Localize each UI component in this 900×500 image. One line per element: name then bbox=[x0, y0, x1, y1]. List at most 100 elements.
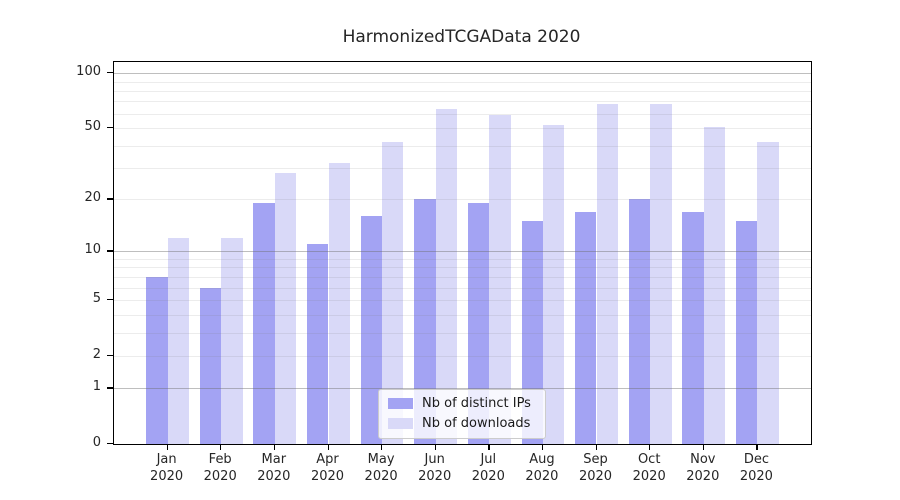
x-tick-label: Feb 2020 bbox=[192, 452, 248, 485]
bar-nb-of-distinct-ips bbox=[199, 287, 222, 444]
gridline-minor bbox=[114, 168, 811, 169]
x-tick-month: Aug bbox=[529, 452, 555, 467]
y-tick-mark bbox=[107, 250, 113, 252]
x-tick-month: Feb bbox=[208, 452, 232, 467]
y-tick-mark bbox=[107, 72, 113, 74]
x-tick-year: 2020 bbox=[578, 468, 613, 484]
x-tick-label: Jul 2020 bbox=[460, 452, 516, 485]
x-tick-label: Apr 2020 bbox=[300, 452, 356, 485]
y-tick-mark bbox=[107, 354, 113, 356]
x-tick-mark bbox=[220, 444, 222, 450]
x-tick-year: 2020 bbox=[203, 468, 237, 484]
bar-nb-of-downloads bbox=[435, 108, 458, 444]
gridline-minor bbox=[114, 276, 811, 278]
y-tick-mark bbox=[107, 299, 113, 301]
legend-swatch-distinct-ips-icon bbox=[388, 398, 413, 409]
x-tick-mark bbox=[434, 444, 436, 450]
bar-nb-of-distinct-ips bbox=[467, 203, 490, 444]
x-tick-month: Jun bbox=[424, 452, 445, 467]
x-tick-year: 2020 bbox=[310, 468, 345, 484]
bar-nb-of-distinct-ips bbox=[414, 199, 436, 444]
bar-nb-of-distinct-ips bbox=[146, 276, 168, 444]
bar-nb-of-downloads bbox=[542, 124, 565, 444]
legend-item: Nb of downloads bbox=[388, 416, 535, 431]
gridline-minor bbox=[114, 90, 811, 92]
gridline-minor bbox=[114, 314, 811, 316]
gridline-minor bbox=[114, 332, 811, 334]
gridline-minor bbox=[114, 355, 811, 357]
x-tick-label: May 2020 bbox=[353, 452, 409, 485]
x-tick-month: Nov bbox=[690, 452, 716, 467]
gridline-minor bbox=[114, 259, 811, 260]
x-tick-label: Sep 2020 bbox=[568, 452, 624, 485]
y-tick-label: 0 bbox=[92, 435, 101, 450]
plot-area bbox=[113, 61, 812, 445]
bar-nb-of-downloads bbox=[489, 115, 511, 444]
x-tick-label: Mar 2020 bbox=[246, 452, 302, 485]
y-tick-label: 20 bbox=[84, 190, 101, 206]
gridline-major bbox=[114, 73, 811, 75]
bar-nb-of-downloads bbox=[650, 103, 672, 444]
x-tick-month: Oct bbox=[637, 452, 661, 467]
bar-nb-of-distinct-ips bbox=[521, 221, 543, 444]
bar-nb-of-distinct-ips bbox=[575, 211, 597, 444]
y-tick-label: 50 bbox=[84, 119, 101, 134]
x-tick-mark bbox=[595, 444, 597, 450]
x-tick-label: Jan 2020 bbox=[139, 452, 195, 485]
x-tick-mark bbox=[649, 444, 651, 450]
x-tick-mark bbox=[702, 444, 705, 450]
bar-nb-of-downloads bbox=[221, 237, 243, 444]
bar-nb-of-downloads bbox=[167, 237, 189, 444]
bar-nb-of-downloads bbox=[596, 103, 618, 444]
gridline-minor bbox=[114, 267, 811, 269]
gridline-minor bbox=[114, 113, 811, 115]
bar-nb-of-distinct-ips bbox=[253, 203, 275, 444]
legend-label: Nb of distinct IPs bbox=[422, 396, 531, 411]
gridline-major bbox=[114, 388, 811, 390]
x-tick-month: Jul bbox=[480, 452, 497, 467]
x-tick-mark bbox=[381, 444, 383, 450]
x-tick-mark bbox=[488, 444, 490, 450]
gridline-minor bbox=[114, 199, 811, 201]
x-tick-label: Dec 2020 bbox=[728, 452, 784, 485]
y-tick-label: 10 bbox=[84, 242, 101, 258]
bar-nb-of-distinct-ips bbox=[682, 211, 704, 444]
gridline-major bbox=[114, 251, 811, 253]
bar-nb-of-downloads bbox=[274, 173, 297, 444]
x-tick-year: 2020 bbox=[525, 468, 559, 484]
x-tick-mark bbox=[166, 444, 168, 450]
x-tick-year: 2020 bbox=[471, 468, 505, 484]
y-tick-label: 1 bbox=[92, 379, 101, 395]
x-tick-label: Nov 2020 bbox=[675, 452, 731, 485]
x-tick-month: Jan bbox=[156, 452, 177, 467]
bar-nb-of-distinct-ips bbox=[736, 221, 758, 444]
x-tick-mark bbox=[273, 444, 276, 450]
x-tick-label: Jun 2020 bbox=[407, 452, 463, 485]
x-tick-year: 2020 bbox=[418, 468, 452, 484]
x-tick-year: 2020 bbox=[686, 468, 720, 484]
gridline-minor bbox=[114, 300, 811, 301]
x-tick-mark bbox=[756, 444, 758, 450]
y-tick-mark bbox=[107, 387, 113, 389]
x-tick-mark bbox=[541, 444, 544, 450]
gridline-minor bbox=[114, 128, 811, 129]
bar-nb-of-downloads bbox=[703, 126, 726, 444]
chart-title: HarmonizedTCGAData 2020 bbox=[342, 27, 581, 47]
x-tick-year: 2020 bbox=[632, 468, 666, 484]
x-tick-label: Oct 2020 bbox=[621, 452, 677, 485]
legend-swatch-downloads-icon bbox=[388, 418, 413, 429]
gridline-minor bbox=[114, 81, 811, 83]
gridline-minor bbox=[114, 101, 811, 103]
x-tick-month: Dec bbox=[743, 452, 769, 467]
x-tick-year: 2020 bbox=[739, 468, 773, 484]
legend-label: Nb of downloads bbox=[422, 416, 531, 431]
bar-nb-of-downloads bbox=[382, 141, 404, 444]
gridline-minor bbox=[114, 287, 811, 289]
bar-nb-of-downloads bbox=[328, 163, 350, 444]
bar-nb-of-downloads bbox=[757, 141, 779, 444]
x-tick-month: Apr bbox=[316, 452, 339, 467]
x-tick-month: Sep bbox=[583, 452, 608, 467]
y-tick-mark bbox=[107, 443, 113, 445]
bar-nb-of-distinct-ips bbox=[628, 199, 651, 444]
